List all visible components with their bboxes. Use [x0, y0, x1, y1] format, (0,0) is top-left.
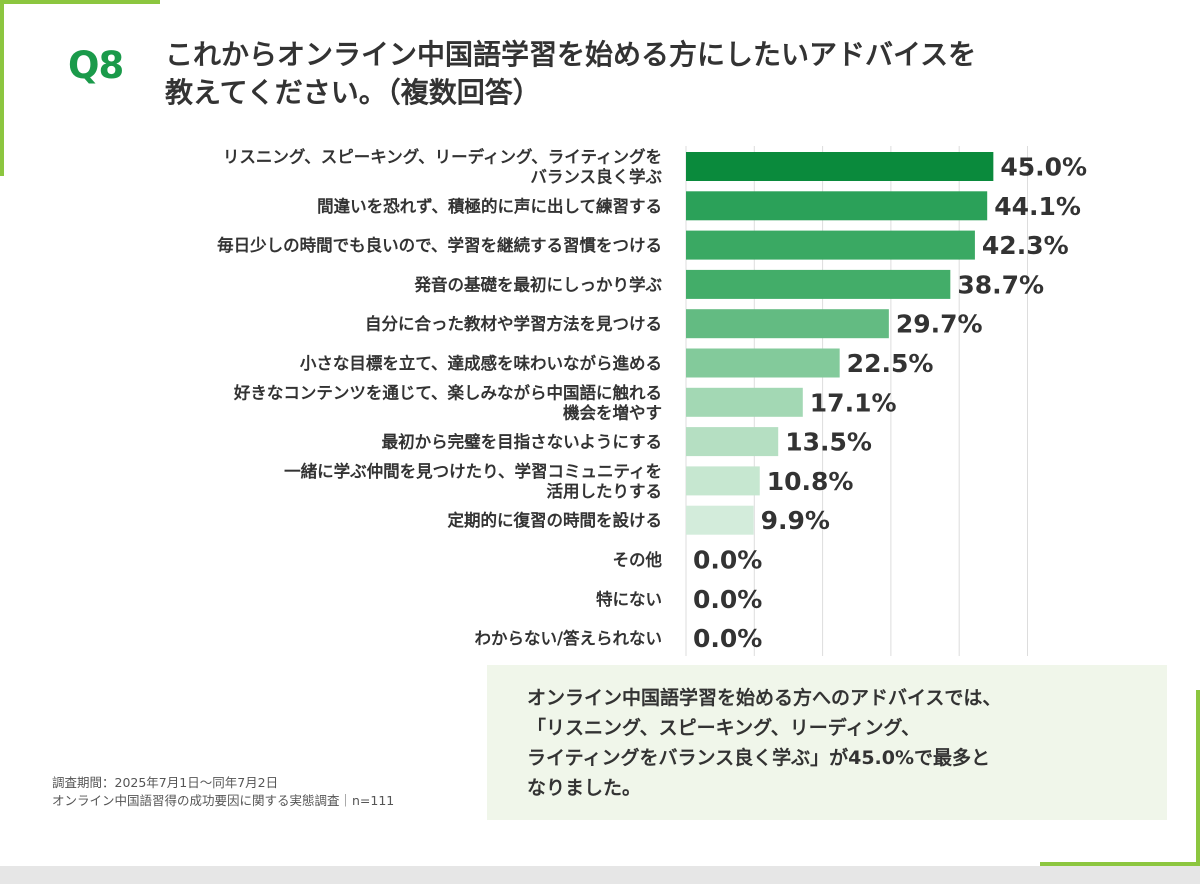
- value-label: 44.1%: [994, 192, 1081, 221]
- bar: [686, 309, 889, 339]
- category-label: 毎日少しの時間でも良いので、学習を継続する習慣をつける: [217, 235, 662, 255]
- value-label: 42.3%: [982, 231, 1069, 260]
- summary-line-1: オンライン中国語学習を始める方へのアドバイスでは、: [527, 687, 1002, 709]
- value-label: 10.8%: [767, 467, 854, 496]
- value-label: 45.0%: [1000, 153, 1087, 182]
- category-label: 間違いを恐れず、積極的に声に出して練習する: [317, 196, 662, 216]
- value-label: 0.0%: [693, 624, 762, 653]
- bar: [686, 269, 951, 299]
- question-title: これからオンライン中国語学習を始める方にしたいアドバイスを 教えてください。（複…: [165, 36, 1065, 112]
- question-line-1: これからオンライン中国語学習を始める方にしたいアドバイスを: [165, 38, 977, 71]
- value-label: 0.0%: [693, 546, 762, 575]
- left-decoration-bar: [0, 0, 4, 176]
- value-label: 0.0%: [693, 585, 762, 614]
- bar: [686, 387, 803, 417]
- value-label: 38.7%: [957, 270, 1044, 299]
- footnote-period: 調査期間：2025年7月1日〜同年7月2日: [52, 775, 279, 790]
- category-label: 自分に合った教材や学習方法を見つける: [365, 314, 662, 334]
- value-label: 29.7%: [896, 310, 983, 339]
- value-label: 9.9%: [761, 506, 830, 535]
- category-label: 定期的に復習の時間を設ける: [448, 510, 663, 530]
- bar: [686, 191, 988, 221]
- top-left-decoration-bar: [0, 0, 160, 4]
- category-label: その他: [613, 550, 663, 570]
- bar: [686, 348, 840, 378]
- value-label: 13.5%: [785, 428, 872, 457]
- category-label: 一緒に学ぶ仲間を見つけたり、学習コミュニティを活用したりする: [284, 461, 662, 501]
- category-label: 好きなコンテンツを通じて、楽しみながら中国語に触れる機会を増やす: [233, 382, 662, 422]
- category-label: わからない/答えられない: [474, 628, 662, 648]
- bars: [686, 152, 994, 535]
- summary-box: オンライン中国語学習を始める方へのアドバイスでは、 「リスニング、スピーキング、…: [487, 665, 1167, 820]
- summary-line-4: なりました。: [527, 777, 642, 799]
- category-label: 発音の基礎を最初にしっかり学ぶ: [414, 274, 663, 294]
- question-number: Q8: [68, 44, 124, 87]
- right-decoration-bar: [1196, 690, 1200, 866]
- bar: [686, 505, 754, 535]
- value-labels: 45.0% 44.1% 42.3% 38.7% 29.7% 22.5% 17.1% 13.5%…: [693, 153, 1087, 654]
- footnote-survey: オンライン中国語習得の成功要因に関する実態調査｜n=111: [52, 793, 395, 808]
- bar: [686, 152, 994, 181]
- category-label: 特にない: [596, 589, 662, 609]
- question-line-2: 教えてください。（複数回答）: [165, 76, 541, 109]
- category-label: リスニング、スピーキング、リーディング、ライティングをバランス良く学ぶ: [223, 147, 663, 187]
- summary-text: オンライン中国語学習を始める方へのアドバイスでは、 「リスニング、スピーキング、…: [527, 683, 1147, 803]
- value-label: 17.1%: [810, 388, 897, 417]
- bar: [686, 427, 779, 457]
- bar: [686, 466, 760, 496]
- survey-footnote: 調査期間：2025年7月1日〜同年7月2日 オンライン中国語習得の成功要因に関す…: [52, 774, 482, 810]
- category-labels: リスニング、スピーキング、リーディング、ライティングをバランス良く学ぶ間違いを恐…: [217, 147, 662, 649]
- category-label: 小さな目標を立て、達成感を味わいながら進める: [300, 353, 662, 373]
- value-label: 22.5%: [847, 349, 934, 378]
- summary-line-3: ライティングをバランス良く学ぶ」が45.0%で最多と: [527, 747, 991, 769]
- bottom-right-decoration-bar: [1040, 862, 1200, 866]
- summary-line-2: 「リスニング、スピーキング、リーディング、: [527, 717, 921, 739]
- bottom-bar: [0, 866, 1200, 884]
- category-label: 最初から完璧を目指さないようにする: [382, 432, 662, 452]
- bar: [686, 230, 975, 260]
